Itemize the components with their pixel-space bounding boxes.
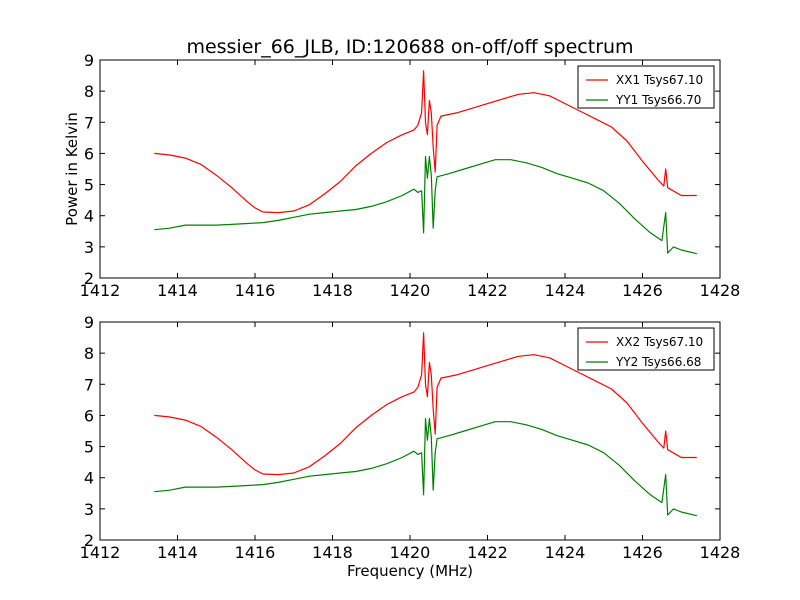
y-tick-label: 8 — [84, 344, 94, 363]
y-tick-label: 7 — [84, 113, 94, 132]
y-tick-label: 6 — [84, 144, 94, 163]
y-tick-label: 8 — [84, 82, 94, 101]
x-tick-label: 1416 — [235, 543, 276, 562]
y-tick-label: 3 — [84, 238, 94, 257]
x-tick-label: 1412 — [80, 543, 121, 562]
y-axis-label: Power in Kelvin — [63, 112, 81, 226]
y-tick-label: 2 — [84, 531, 94, 550]
x-tick-label: 1424 — [545, 281, 586, 300]
series-line-yy — [154, 417, 697, 517]
series-line-xx — [154, 332, 697, 476]
y-tick-label: 9 — [84, 313, 94, 332]
legend-box — [577, 327, 715, 371]
figure-title: messier_66_JLB, ID:120688 on-off/off spe… — [186, 36, 633, 58]
y-tick-label: 3 — [84, 500, 94, 519]
legend-box — [577, 65, 715, 109]
y-tick-label: 4 — [84, 469, 94, 488]
legend-label-yy: YY2 Tsys66.68 — [615, 355, 701, 369]
y-tick-label: 6 — [84, 406, 94, 425]
legend-label-yy: YY1 Tsys66.70 — [615, 93, 701, 107]
x-axis-label: Frequency (MHz) — [347, 562, 473, 580]
x-tick-label: 1424 — [545, 543, 586, 562]
x-tick-label: 1422 — [467, 281, 508, 300]
top-subplot: 1412 1414 1416 1418 1420 1422 1424 1426 1428 2 3 4 5… — [63, 51, 740, 300]
x-tick-label: 1416 — [235, 281, 276, 300]
series-line-yy — [154, 155, 697, 255]
y-tick-label: 9 — [84, 51, 94, 70]
y-tick-label: 4 — [84, 207, 94, 226]
y-tick-label: 7 — [84, 375, 94, 394]
x-tick-label: 1428 — [700, 543, 741, 562]
legend-label-xx: XX2 Tsys67.10 — [616, 335, 703, 349]
series-line-xx — [154, 70, 697, 214]
x-tick-label: 1420 — [390, 281, 431, 300]
legend: XX2 Tsys67.10 YY2 Tsys66.68 — [577, 327, 715, 371]
x-tick-label: 1418 — [312, 281, 353, 300]
legend: XX1 Tsys67.10 YY1 Tsys66.70 — [577, 65, 715, 109]
x-tick-label: 1426 — [622, 281, 663, 300]
y-tick-label: 5 — [84, 176, 94, 195]
x-tick-label: 1420 — [390, 543, 431, 562]
y-tick-label: 2 — [84, 269, 94, 288]
x-tick-label: 1412 — [80, 281, 121, 300]
x-tick-label: 1418 — [312, 543, 353, 562]
legend-label-xx: XX1 Tsys67.10 — [616, 73, 703, 87]
y-tick-label: 5 — [84, 438, 94, 457]
x-tick-label: 1422 — [467, 543, 508, 562]
bottom-subplot: 1412 1414 1416 1418 1420 1422 1424 1426 1428 2 3 4 5… — [80, 313, 741, 580]
x-tick-label: 1414 — [157, 543, 198, 562]
x-tick-label: 1428 — [700, 281, 741, 300]
x-tick-label: 1426 — [622, 543, 663, 562]
x-tick-label: 1414 — [157, 281, 198, 300]
